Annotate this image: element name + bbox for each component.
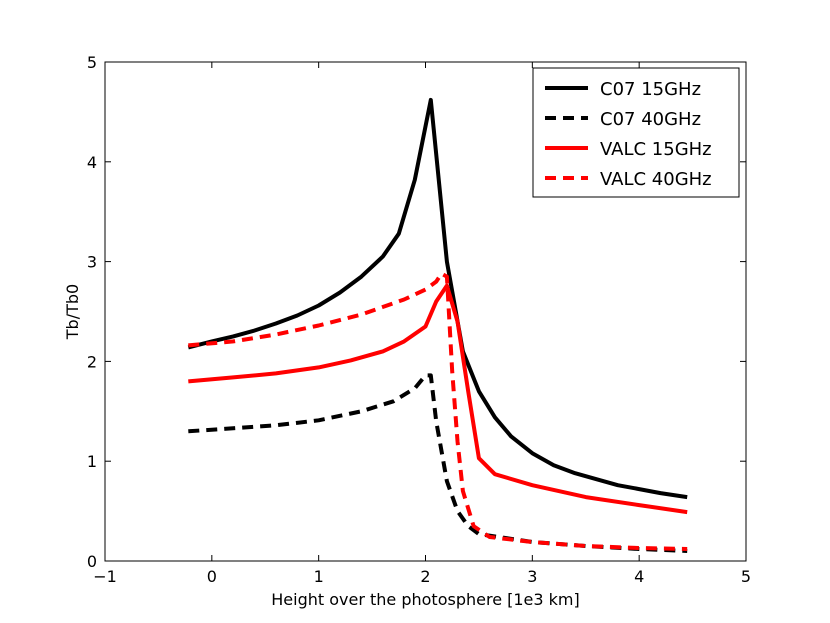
x-tick-label: −1	[93, 567, 117, 586]
x-tick-label: 1	[314, 567, 324, 586]
x-tick-label: 5	[741, 567, 751, 586]
series-line-valc-40ghz	[188, 271, 688, 551]
legend-label: VALC 15GHz	[600, 139, 712, 160]
x-tick-label: 4	[634, 567, 644, 586]
x-tick-label: 0	[207, 567, 217, 586]
y-tick-label: 5	[87, 53, 97, 72]
legend: C07 15GHz C07 40GHz VALC 15GHz VALC 40GHz	[532, 67, 740, 198]
x-axis-label: Height over the photosphere [1e3 km]	[271, 590, 580, 609]
legend-label: C07 15GHz	[600, 79, 701, 100]
y-tick-label: 2	[87, 352, 97, 371]
x-tick-label: 3	[527, 567, 537, 586]
x-tick-label: 2	[420, 567, 430, 586]
y-tick-label: 0	[87, 552, 97, 571]
series-line-c07-15ghz	[187, 97, 688, 500]
y-tick-label: 3	[87, 253, 97, 272]
y-axis-label: Tb/Tb0	[63, 284, 82, 340]
y-tick-label: 4	[87, 153, 97, 172]
y-tick-label: 1	[87, 452, 97, 471]
series-line-valc-15ghz	[188, 283, 688, 515]
series-layer	[187, 97, 688, 553]
legend-label: VALC 40GHz	[600, 169, 712, 190]
legend-label: C07 40GHz	[600, 109, 701, 130]
